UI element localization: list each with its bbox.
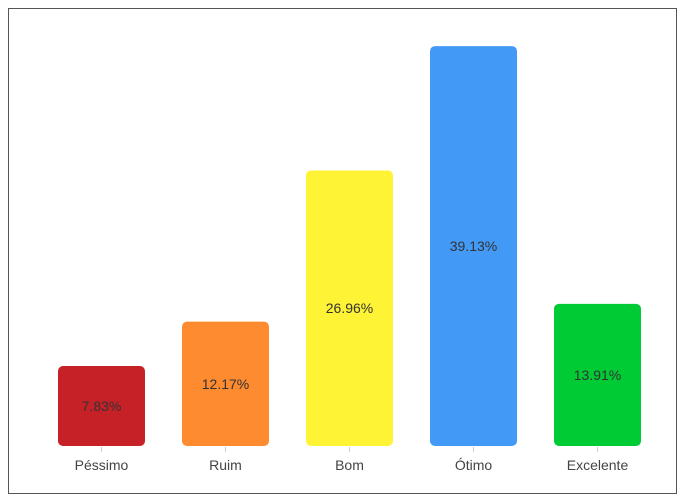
- bar-excelente[interactable]: [554, 303, 641, 446]
- bar-value-label-otimo: 39.13%: [450, 238, 497, 254]
- bars: [58, 46, 641, 446]
- x-tick-label-bom: Bom: [335, 457, 364, 473]
- x-tick-label-ruim: Ruim: [209, 457, 242, 473]
- bar-value-label-excelente: 13.91%: [574, 367, 621, 383]
- bar-value-label-ruim: 12.17%: [202, 376, 249, 392]
- bar-ruim[interactable]: [182, 321, 269, 446]
- bar-value-label-bom: 26.96%: [326, 300, 373, 316]
- x-tick-label-pessimo: Péssimo: [75, 457, 129, 473]
- bar-value-label-pessimo: 7.83%: [82, 398, 122, 414]
- x-tick-label-otimo: Ótimo: [455, 457, 493, 473]
- x-tick-label-excelente: Excelente: [567, 457, 629, 473]
- bar-otimo[interactable]: [430, 46, 517, 446]
- bar-value-labels: 7.83% 12.17% 26.96% 39.13% 13.91%: [82, 238, 622, 414]
- bar-bom[interactable]: [306, 170, 393, 446]
- x-axis-ticks: [101, 447, 598, 452]
- x-axis-tick-labels: Péssimo Ruim Bom Ótimo Excelente: [75, 457, 629, 473]
- bar-pessimo[interactable]: [58, 365, 145, 446]
